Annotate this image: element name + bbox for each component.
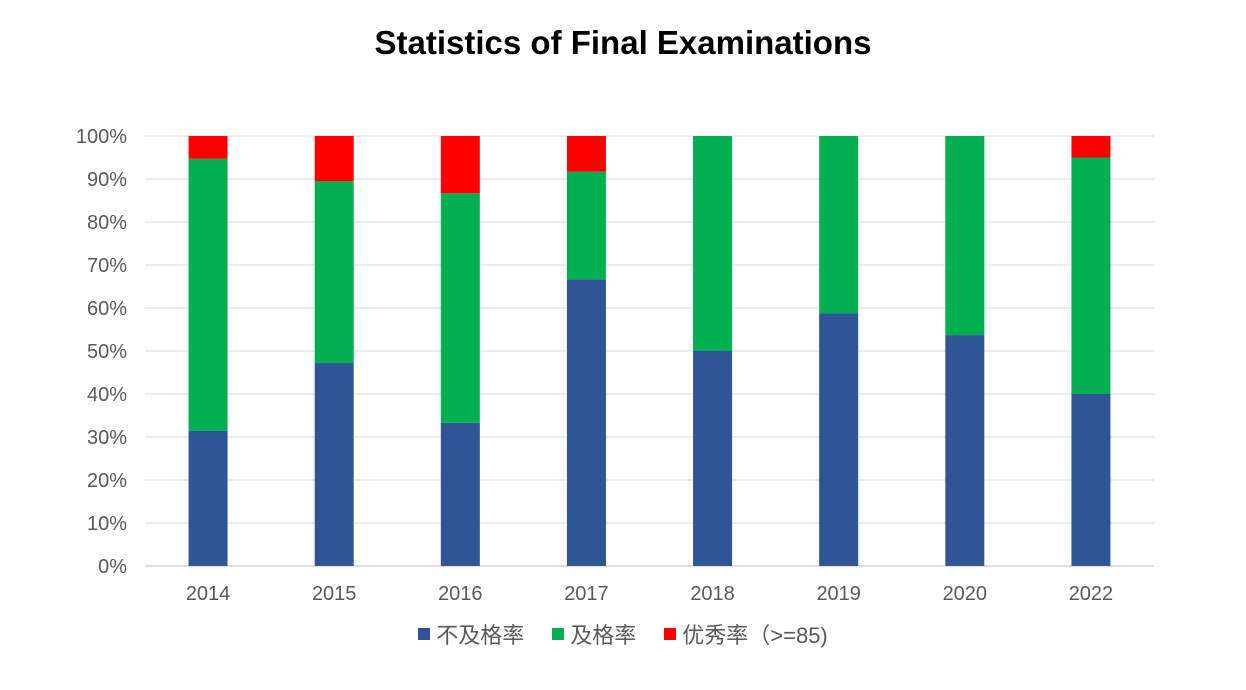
y-tick-label: 70%	[87, 255, 127, 277]
y-tick-label: 30%	[87, 427, 127, 449]
legend-label: 不及格率	[436, 623, 525, 648]
legend-label: 及格率	[570, 623, 637, 648]
x-tick-label: 2016	[438, 583, 483, 605]
bar-segment-2015-series-0	[314, 363, 354, 566]
y-tick-label: 80%	[87, 212, 127, 234]
bar-segment-2016-series-2	[440, 136, 480, 194]
bar-segment-2020-series-0	[945, 335, 985, 566]
bar-segment-2022-series-1	[1071, 157, 1111, 394]
y-tick-label: 40%	[87, 384, 127, 406]
x-tick-label: 2018	[690, 583, 735, 605]
chart-title: Statistics of Final Examinations	[374, 24, 872, 61]
bar-segment-2017-series-0	[566, 279, 606, 566]
bar-segment-2015-series-1	[314, 181, 354, 364]
y-tick-label: 90%	[87, 169, 127, 191]
y-tick-label: 60%	[87, 298, 127, 320]
bar-segment-2019-series-1	[819, 136, 859, 314]
legend: 不及格率 及格率 优秀率（>=85)	[0, 618, 1246, 650]
legend-item: 不及格率	[418, 618, 524, 650]
bar-segment-2022-series-0	[1071, 394, 1111, 566]
bar-segment-2017-series-2	[566, 136, 606, 172]
legend-swatch	[664, 628, 677, 640]
bar-segment-2014-series-2	[188, 136, 228, 159]
bar-segment-2022-series-2	[1071, 136, 1111, 158]
bar-segment-2019-series-0	[819, 313, 859, 566]
legend-item: 及格率	[552, 618, 636, 650]
bar-segment-2014-series-0	[188, 430, 228, 566]
x-tick-label: 2022	[1069, 583, 1114, 605]
x-tick-label: 2015	[312, 583, 357, 605]
y-tick-label: 100%	[76, 126, 127, 148]
bar-segment-2018-series-1	[693, 136, 733, 351]
legend-label: 优秀率（>=85)	[682, 623, 828, 648]
bar-segment-2018-series-0	[693, 351, 733, 566]
bar-segment-2020-series-1	[945, 136, 985, 336]
y-tick-label: 0%	[98, 556, 127, 578]
legend-item: 优秀率（>=85)	[664, 618, 828, 650]
bar-segment-2017-series-1	[566, 171, 606, 280]
bar-segment-2014-series-1	[188, 158, 228, 431]
x-tick-label: 2014	[186, 583, 231, 605]
x-tick-label: 2019	[816, 583, 861, 605]
x-tick-label: 2017	[564, 583, 609, 605]
y-tick-label: 10%	[87, 513, 127, 535]
y-tick-label: 20%	[87, 470, 127, 492]
bar-segment-2015-series-2	[314, 136, 354, 182]
legend-swatch	[418, 628, 431, 640]
y-tick-label: 50%	[87, 341, 127, 363]
bar-segment-2016-series-0	[440, 422, 480, 566]
x-tick-label: 2020	[943, 583, 988, 605]
bar-segment-2016-series-1	[440, 193, 480, 423]
legend-swatch	[552, 628, 565, 640]
